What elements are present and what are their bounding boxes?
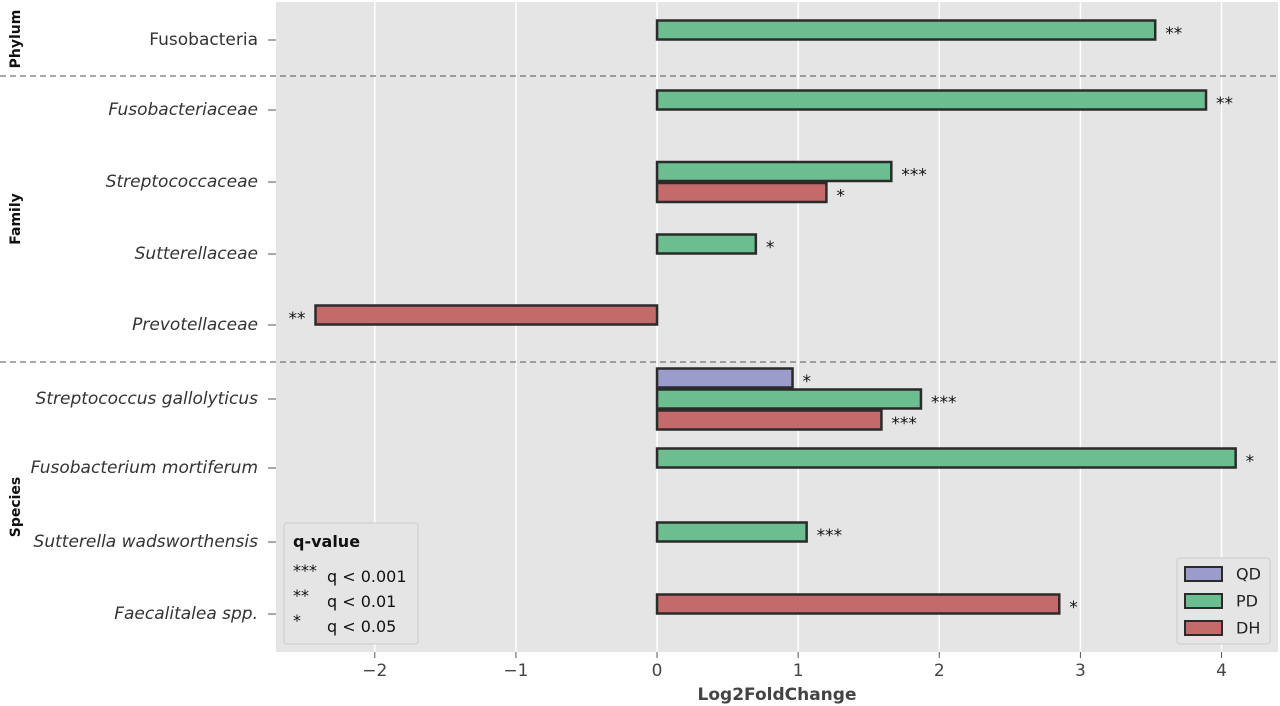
- bar-fusobacterium-mortiferum-pd: [655, 447, 1237, 469]
- category-label-streptococcaceae: Streptococcaceae: [106, 172, 258, 192]
- category-label-fusobacteria: Fusobacteria: [149, 30, 258, 50]
- group-label-phylum: Phylum: [8, 10, 24, 69]
- group-label-family: Family: [8, 193, 24, 245]
- significance-labels: ***********************: [289, 24, 1255, 618]
- bar-fusobacteria-pd: [655, 19, 1157, 41]
- bar-fusobacteriaceae-pd: [655, 89, 1208, 111]
- q-value-box: q-value *** q < 0.001 ** q < 0.01 * q < 0.05: [283, 522, 419, 645]
- q-value-threshold: q < 0.001: [327, 567, 407, 586]
- bar-sutterella-wadsworthensis-pd: [655, 521, 808, 543]
- significance-label: *: [1069, 598, 1078, 618]
- q-value-threshold: q < 0.01: [327, 592, 396, 611]
- category-label-sutterellaceae: Sutterellaceae: [135, 244, 258, 264]
- category-label-sutterella-wadsworthensis: Sutterella wadsworthensis: [34, 532, 259, 552]
- q-value-threshold: q < 0.05: [327, 617, 396, 636]
- significance-label: ***: [901, 166, 927, 186]
- legend: QD PD DH: [1176, 557, 1271, 645]
- q-value-symbol: *: [293, 611, 301, 630]
- significance-label: ***: [817, 526, 843, 546]
- x-tick-label: 1: [793, 661, 804, 681]
- x-axis-title: Log2FoldChange: [698, 685, 857, 705]
- bars: [314, 19, 1237, 615]
- legend-swatch-qd: [1184, 566, 1223, 582]
- bar-faecalitalea-spp-dh: [655, 593, 1061, 615]
- bar-streptococcus-gallolyticus-qd: [655, 367, 794, 389]
- bar-streptococcaceae-dh: [655, 181, 828, 204]
- bar-streptococcaceae-pd: [655, 160, 893, 183]
- significance-label: *: [1246, 452, 1255, 472]
- q-value-symbol: **: [293, 586, 309, 605]
- significance-label: *: [766, 238, 775, 258]
- group-labels: Phylum Family Species: [8, 10, 24, 538]
- q-value-box-frame: [283, 522, 419, 645]
- category-labels: Fusobacteria Fusobacteriaceae Streptococca…: [31, 30, 276, 624]
- category-label-fusobacteriaceae: Fusobacteriaceae: [108, 100, 258, 120]
- bar-sutterellaceae-pd: [655, 233, 758, 255]
- bar-streptococcus-gallolyticus-dh: [655, 409, 883, 431]
- group-separators: [0, 75, 1280, 363]
- x-tick-label: 3: [1075, 661, 1086, 681]
- legend-swatch-dh: [1184, 620, 1223, 636]
- x-tick-label: 4: [1216, 661, 1227, 681]
- x-tick-label: −2: [362, 661, 387, 681]
- significance-label: **: [289, 309, 306, 329]
- legend-label-dh: DH: [1236, 619, 1260, 638]
- significance-label: *: [803, 372, 812, 392]
- x-axis-ticks: −2 −1 0 1 2 3 4: [362, 652, 1227, 681]
- legend-swatch-pd: [1184, 593, 1223, 609]
- significance-label: ***: [891, 414, 917, 434]
- category-label-faecalitalea-spp: Faecalitalea spp.: [114, 604, 258, 624]
- category-label-prevotellaceae: Prevotellaceae: [132, 315, 258, 335]
- significance-label: **: [1216, 94, 1233, 114]
- q-value-title: q-value: [293, 532, 360, 551]
- bar-prevotellaceae-dh: [314, 304, 659, 326]
- significance-label: **: [1165, 24, 1182, 44]
- significance-label: ***: [931, 393, 957, 413]
- x-tick-label: −1: [503, 661, 528, 681]
- q-value-symbol: ***: [293, 561, 317, 580]
- group-label-species: Species: [8, 477, 24, 538]
- category-label-fusobacterium-mortiferum: Fusobacterium mortiferum: [31, 458, 258, 478]
- significance-label: *: [836, 187, 845, 207]
- legend-label-qd: QD: [1236, 565, 1261, 584]
- legend-label-pd: PD: [1236, 592, 1258, 611]
- x-tick-label: 0: [652, 661, 663, 681]
- category-label-streptococcus-gallolyticus: Streptococcus gallolyticus: [36, 389, 259, 409]
- bar-streptococcus-gallolyticus-pd: [655, 388, 923, 410]
- x-tick-label: 2: [934, 661, 945, 681]
